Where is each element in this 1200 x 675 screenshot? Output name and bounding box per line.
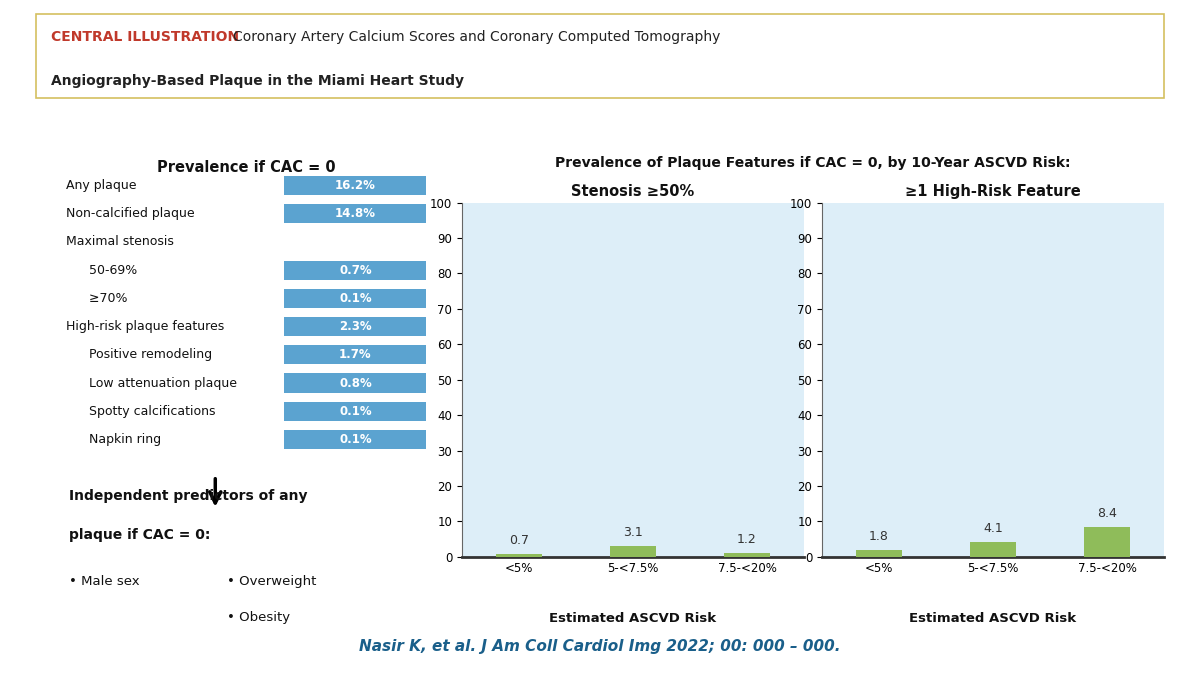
- Text: Estimated ASCVD Risk: Estimated ASCVD Risk: [550, 612, 716, 625]
- Text: Independent predictors of any: Independent predictors of any: [70, 489, 308, 503]
- Text: 0.7: 0.7: [509, 535, 529, 547]
- Bar: [284, 289, 426, 308]
- Text: High-risk plaque features: High-risk plaque features: [66, 320, 223, 333]
- Text: Prevalence if CAC = 0: Prevalence if CAC = 0: [157, 160, 335, 175]
- Bar: [857, 551, 902, 557]
- Text: • Obesity: • Obesity: [227, 611, 290, 624]
- Bar: [497, 554, 542, 557]
- Text: 4.1: 4.1: [983, 522, 1003, 535]
- Text: Napkin ring: Napkin ring: [77, 433, 161, 446]
- Text: Estimated ASCVD Risk: Estimated ASCVD Risk: [910, 612, 1076, 625]
- Bar: [284, 261, 426, 279]
- Text: 3.1: 3.1: [623, 526, 643, 539]
- Text: Interplay Between CAC and CCTA: Interplay Between CAC and CCTA: [419, 109, 781, 128]
- Bar: [284, 176, 426, 195]
- Text: CENTRAL ILLUSTRATION: CENTRAL ILLUSTRATION: [50, 30, 239, 45]
- Text: Prevalence of Plaque Features if CAC = 0, by 10-Year ASCVD Risk:: Prevalence of Plaque Features if CAC = 0…: [556, 156, 1070, 169]
- Bar: [725, 553, 770, 557]
- Bar: [284, 402, 426, 421]
- Text: ≥1 High-Risk Feature: ≥1 High-Risk Feature: [905, 184, 1081, 199]
- Text: Spotty calcifications: Spotty calcifications: [77, 405, 216, 418]
- Bar: [284, 345, 426, 364]
- Text: 8.4: 8.4: [1097, 507, 1117, 520]
- Text: 1.7%: 1.7%: [340, 348, 372, 361]
- Text: 1.2: 1.2: [737, 533, 757, 545]
- Text: 0.1%: 0.1%: [340, 405, 372, 418]
- Text: plaque if CAC = 0:: plaque if CAC = 0:: [70, 528, 211, 541]
- Text: 0.7%: 0.7%: [340, 264, 372, 277]
- Text: Non-calcified plaque: Non-calcified plaque: [66, 207, 194, 220]
- Text: Stenosis ≥50%: Stenosis ≥50%: [571, 184, 695, 199]
- Text: Maximal stenosis: Maximal stenosis: [66, 236, 173, 248]
- Text: Any plaque: Any plaque: [66, 179, 136, 192]
- Bar: [610, 546, 655, 557]
- Text: Low attenuation plaque: Low attenuation plaque: [77, 377, 238, 389]
- Bar: [284, 204, 426, 223]
- Text: 0.8%: 0.8%: [340, 377, 372, 389]
- Bar: [1084, 527, 1130, 557]
- Text: ≥70%: ≥70%: [77, 292, 127, 305]
- Bar: [284, 373, 426, 393]
- Bar: [284, 317, 426, 336]
- Text: • Overweight: • Overweight: [227, 575, 316, 588]
- Text: 2.3%: 2.3%: [340, 320, 372, 333]
- Text: 0.1%: 0.1%: [340, 292, 372, 305]
- Bar: [284, 430, 426, 449]
- Text: 16.2%: 16.2%: [335, 179, 376, 192]
- Text: Positive remodeling: Positive remodeling: [77, 348, 212, 361]
- Bar: [970, 542, 1015, 557]
- Text: • Male sex: • Male sex: [70, 575, 140, 588]
- Text: 50-69%: 50-69%: [77, 264, 137, 277]
- Text: 1.8: 1.8: [869, 531, 889, 543]
- Text: Angiography-Based Plaque in the Miami Heart Study: Angiography-Based Plaque in the Miami He…: [50, 74, 463, 88]
- Text: 0.1%: 0.1%: [340, 433, 372, 446]
- Text: Coronary Artery Calcium Scores and Coronary Computed Tomography: Coronary Artery Calcium Scores and Coron…: [233, 30, 721, 45]
- Text: 14.8%: 14.8%: [335, 207, 376, 220]
- Text: Nasir K, et al. J Am Coll Cardiol Img 2022; 00: 000 – 000.: Nasir K, et al. J Am Coll Cardiol Img 20…: [359, 639, 841, 654]
